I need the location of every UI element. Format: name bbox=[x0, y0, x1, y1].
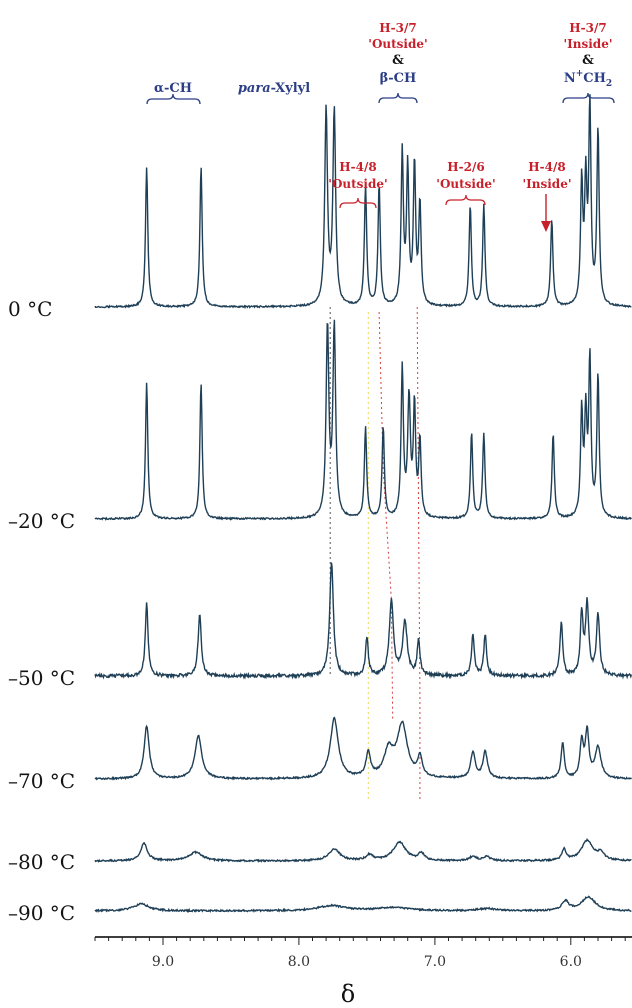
x-axis-label: δ bbox=[341, 980, 355, 1008]
brace-alpha-ch bbox=[146, 93, 201, 105]
label-h37-outside-line1: H-3/7 bbox=[379, 21, 416, 35]
label-h48-inside-line1: H-4/8 bbox=[528, 160, 565, 174]
spectrum-trace bbox=[94, 94, 632, 310]
label-n-ch2: N+CH2 bbox=[564, 69, 612, 89]
peak-annotations: α-CH para-Xylyl H-3/7 'Outside' & β-CH H… bbox=[146, 21, 615, 232]
label-beta-ch: β-CH bbox=[380, 71, 417, 86]
shift-guide-line bbox=[416, 306, 421, 800]
label-ampersand-2: & bbox=[582, 53, 594, 68]
temperature-label: 0 °C bbox=[8, 297, 52, 321]
label-alpha-ch: α-CH bbox=[154, 81, 192, 96]
brace-beta-ch bbox=[378, 92, 418, 104]
label-n-ch2-subscript: 2 bbox=[606, 79, 612, 89]
arrow-h48-inside-head bbox=[541, 221, 551, 232]
label-h37-outside-line2: 'Outside' bbox=[368, 37, 427, 51]
x-tick-label: 9.0 bbox=[152, 954, 174, 970]
x-tick-label: 8.0 bbox=[288, 954, 310, 970]
label-h26-outside-line2: 'Outside' bbox=[436, 177, 495, 191]
spectrum-trace bbox=[94, 319, 632, 522]
temperature-label: –50 °C bbox=[8, 666, 75, 690]
spectra-stack bbox=[94, 94, 632, 913]
label-para-xylyl: para-Xylyl bbox=[238, 81, 310, 96]
label-h37-inside-line1: H-3/7 bbox=[569, 21, 606, 35]
temperature-label: –70 °C bbox=[8, 769, 75, 793]
brace-n-ch2 bbox=[562, 92, 615, 104]
spectrum-trace bbox=[94, 716, 632, 781]
brace-h48-outside bbox=[339, 197, 377, 209]
peak-shift-guides bbox=[329, 306, 421, 800]
label-n-ch2-n: N bbox=[564, 71, 576, 86]
x-tick-label: 6.0 bbox=[560, 954, 582, 970]
label-h48-outside-line1: H-4/8 bbox=[339, 160, 376, 174]
label-n-ch2-plus: + bbox=[576, 69, 584, 79]
spectrum-trace bbox=[94, 895, 632, 913]
temperature-label: –20 °C bbox=[8, 509, 75, 533]
spectrum-trace bbox=[94, 562, 632, 680]
temperature-label: –90 °C bbox=[8, 901, 75, 925]
label-para-xylyl-suffix: -Xylyl bbox=[271, 81, 311, 96]
brace-h26-outside bbox=[445, 194, 486, 206]
label-ampersand-1: & bbox=[392, 53, 404, 68]
label-para-xylyl-prefix: para bbox=[238, 81, 271, 96]
temperature-label: –80 °C bbox=[8, 850, 75, 874]
label-h48-inside-line2: 'Inside' bbox=[522, 177, 571, 191]
x-axis-ticks: 9.0 8.0 7.0 6.0 bbox=[94, 937, 626, 970]
x-tick-label: 7.0 bbox=[424, 954, 446, 970]
spectrum-trace bbox=[94, 837, 632, 863]
label-h26-outside-line1: H-2/6 bbox=[447, 160, 484, 174]
label-h37-inside-line2: 'Inside' bbox=[563, 37, 612, 51]
temperature-labels: 0 °C –20 °C –50 °C –70 °C –80 °C –90 °C bbox=[8, 297, 75, 925]
label-h48-outside-line2: 'Outside' bbox=[328, 177, 387, 191]
label-n-ch2-ch: CH bbox=[583, 71, 606, 86]
